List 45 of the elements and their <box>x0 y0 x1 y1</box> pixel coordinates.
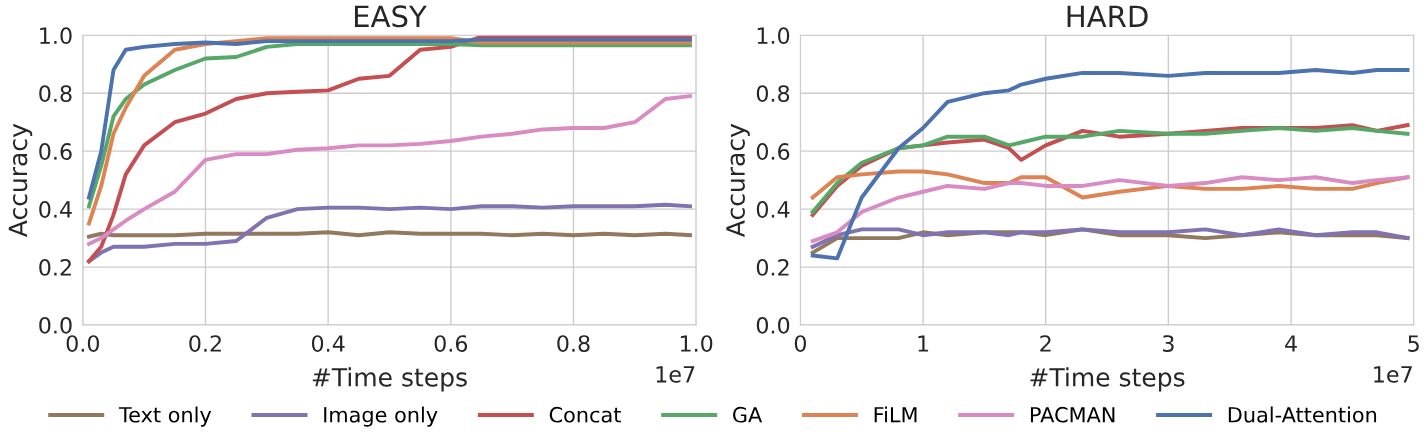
x-tick-label: 0 <box>794 335 806 352</box>
y-tick-label: 0.6 <box>756 143 790 160</box>
x-tick-label: 0.6 <box>434 335 468 352</box>
chart-title: HARD <box>1067 5 1148 27</box>
line-series <box>810 68 1410 261</box>
x-tick-label: 0.8 <box>557 335 590 352</box>
x-tick-label: 3 <box>1163 335 1174 352</box>
y-tick-label: 0.4 <box>39 201 72 218</box>
y-tick-label: 0.0 <box>756 316 790 334</box>
y-tick-label: 1.0 <box>757 27 790 45</box>
legend-label: Dual-Attention <box>1228 406 1377 423</box>
line-series <box>810 175 1410 243</box>
text: 1e7 <box>1374 366 1412 383</box>
line-series <box>87 35 692 264</box>
legend-label: Concat <box>549 406 621 423</box>
y-tick-label: 0.6 <box>39 143 72 160</box>
x-tick-label: 0.2 <box>189 335 221 352</box>
x-axis-title: #Time steps <box>312 367 467 392</box>
y-tick-label: 0.2 <box>39 259 71 276</box>
x-tick-label: 5 <box>1408 335 1419 352</box>
legend-label: FiLM <box>874 406 917 423</box>
y-tick-label: 0.2 <box>756 259 789 276</box>
y-tick-label: 0.0 <box>39 316 72 334</box>
y-axis-title: Accuracy <box>8 123 33 238</box>
x-tick-label: 0.4 <box>311 335 345 352</box>
x-tick-label: 1.0 <box>680 335 713 352</box>
legend-label: GA <box>733 406 763 423</box>
line-series <box>87 202 692 264</box>
y-tick-label: 1.0 <box>40 27 72 45</box>
text: 1e7 <box>656 366 695 383</box>
line-series <box>87 94 692 246</box>
chart-title: EASY <box>354 5 427 28</box>
y-axis-title: Accuracy <box>726 123 750 238</box>
y-tick-label: 0.8 <box>756 85 790 102</box>
legend-label: Image only <box>324 406 438 427</box>
x-tick-label: 4 <box>1285 335 1297 352</box>
y-tick-label: 0.4 <box>756 201 790 218</box>
x-tick-label: 0.0 <box>66 335 100 352</box>
x-tick-label: 1 <box>918 335 929 352</box>
x-axis-title: #Time steps <box>1030 367 1185 392</box>
line-series <box>810 227 1410 249</box>
x-tick-label: 2 <box>1040 335 1051 352</box>
legend-label: PACMAN <box>1030 406 1115 423</box>
y-tick-label: 0.8 <box>39 85 72 102</box>
legend-label: Text only <box>118 406 212 427</box>
